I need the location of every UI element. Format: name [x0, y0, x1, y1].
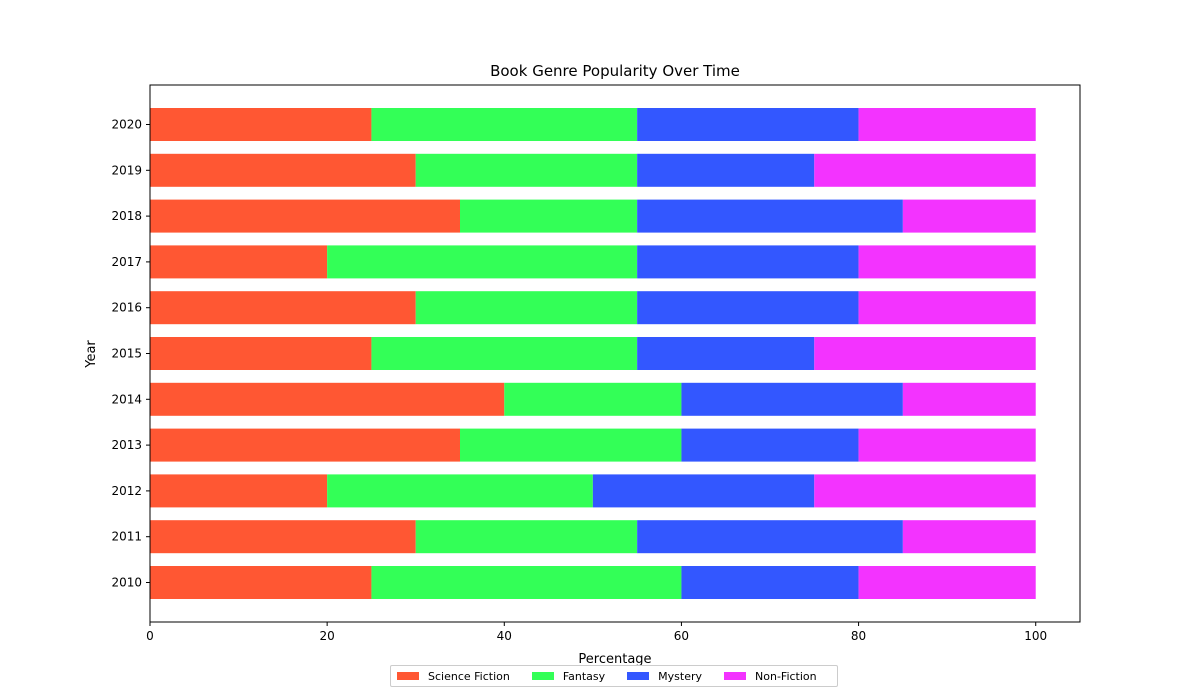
legend-swatch [397, 672, 419, 680]
x-tick-label: 60 [674, 629, 689, 643]
bar-fantasy-2018 [460, 199, 638, 233]
x-tick-label: 20 [320, 629, 335, 643]
bar-mystery-2010 [681, 566, 859, 599]
y-tick-label-2010: 2010 [111, 576, 142, 590]
bar-science-fiction-2016 [150, 291, 416, 325]
y-axis: 2010 2011 2012 2013 2014 2015 2016 2017 2018 2019… [111, 118, 150, 590]
y-tick-label-2018: 2018 [111, 209, 142, 223]
y-axis-label: Year [84, 340, 99, 369]
x-axis-label: Percentage [578, 652, 651, 667]
bar-fantasy-2020 [371, 108, 638, 141]
bar-mystery-2018 [637, 199, 903, 233]
bar-fantasy-2010 [371, 566, 682, 599]
bar-fantasy-2015 [371, 337, 638, 370]
x-tick-label: 100 [1024, 629, 1047, 643]
bar-mystery-2013 [681, 428, 859, 462]
bar-mystery-2012 [592, 474, 815, 508]
bar-fantasy-2019 [415, 153, 638, 187]
bar-non-fiction-2016 [858, 291, 1036, 325]
legend-label: Fantasy [562, 669, 606, 683]
bar-science-fiction-2011 [150, 520, 416, 554]
x-tick-label: 80 [851, 629, 866, 643]
bar-non-fiction-2018 [902, 199, 1036, 233]
bar-fantasy-2016 [415, 291, 638, 325]
bar-non-fiction-2014 [902, 382, 1036, 416]
bar-science-fiction-2015 [150, 337, 372, 370]
legend-label: Non-Fiction [755, 669, 817, 683]
legend-item-mystery: Mystery [627, 670, 702, 683]
y-tick-label-2013: 2013 [111, 438, 142, 452]
bar-mystery-2017 [637, 245, 859, 279]
y-tick-label-2020: 2020 [111, 118, 142, 132]
legend-swatch [627, 672, 650, 680]
x-tick-label: 0 [146, 629, 154, 643]
x-axis: 0 20 40 60 80 100 [146, 622, 1047, 643]
bar-science-fiction-2018 [150, 199, 460, 233]
y-tick-label-2011: 2011 [111, 530, 142, 544]
bar-science-fiction-2010 [150, 566, 372, 599]
chart-title: Book Genre Popularity Over Time [490, 62, 740, 80]
bar-fantasy-2013 [460, 428, 682, 462]
legend-swatch [531, 672, 554, 680]
bar-fantasy-2012 [327, 474, 593, 508]
bar-science-fiction-2019 [150, 153, 416, 187]
bar-fantasy-2017 [327, 245, 638, 279]
legend-label: Mystery [658, 669, 703, 683]
legend-item-science-fiction: Science Fiction [397, 670, 510, 683]
bar-science-fiction-2013 [150, 428, 460, 462]
bar-non-fiction-2011 [902, 520, 1036, 554]
bar-non-fiction-2015 [814, 337, 1036, 370]
bar-non-fiction-2019 [814, 153, 1036, 187]
bar-mystery-2019 [637, 153, 815, 187]
legend-item-non-fiction: Non-Fiction [724, 670, 817, 683]
bar-science-fiction-2012 [150, 474, 328, 508]
bar-science-fiction-2017 [150, 245, 328, 279]
legend-label: Science Fiction [428, 669, 510, 683]
bar-non-fiction-2012 [814, 474, 1036, 508]
bar-fantasy-2014 [504, 382, 682, 416]
legend: Science Fiction Fantasy Mystery Non-Fiction [390, 665, 838, 687]
bar-non-fiction-2020 [858, 108, 1036, 141]
bar-mystery-2020 [637, 108, 859, 141]
bar-non-fiction-2017 [858, 245, 1036, 279]
y-tick-label-2012: 2012 [111, 484, 142, 498]
legend-swatch [724, 672, 747, 680]
bar-science-fiction-2020 [150, 108, 372, 141]
bar-mystery-2014 [681, 382, 903, 416]
y-tick-label-2014: 2014 [111, 392, 142, 406]
bar-mystery-2016 [637, 291, 859, 325]
bar-non-fiction-2013 [858, 428, 1036, 462]
y-tick-label-2019: 2019 [111, 163, 142, 177]
y-tick-label-2015: 2015 [111, 347, 142, 361]
bar-science-fiction-2014 [150, 382, 505, 416]
bar-mystery-2015 [637, 337, 815, 370]
y-tick-label-2016: 2016 [111, 301, 142, 315]
x-tick-label: 40 [497, 629, 512, 643]
y-tick-label-2017: 2017 [111, 255, 142, 269]
bar-fantasy-2011 [415, 520, 638, 554]
bar-non-fiction-2010 [858, 566, 1036, 599]
bar-mystery-2011 [637, 520, 903, 554]
legend-item-fantasy: Fantasy [531, 669, 606, 683]
bars-group [150, 108, 1036, 599]
